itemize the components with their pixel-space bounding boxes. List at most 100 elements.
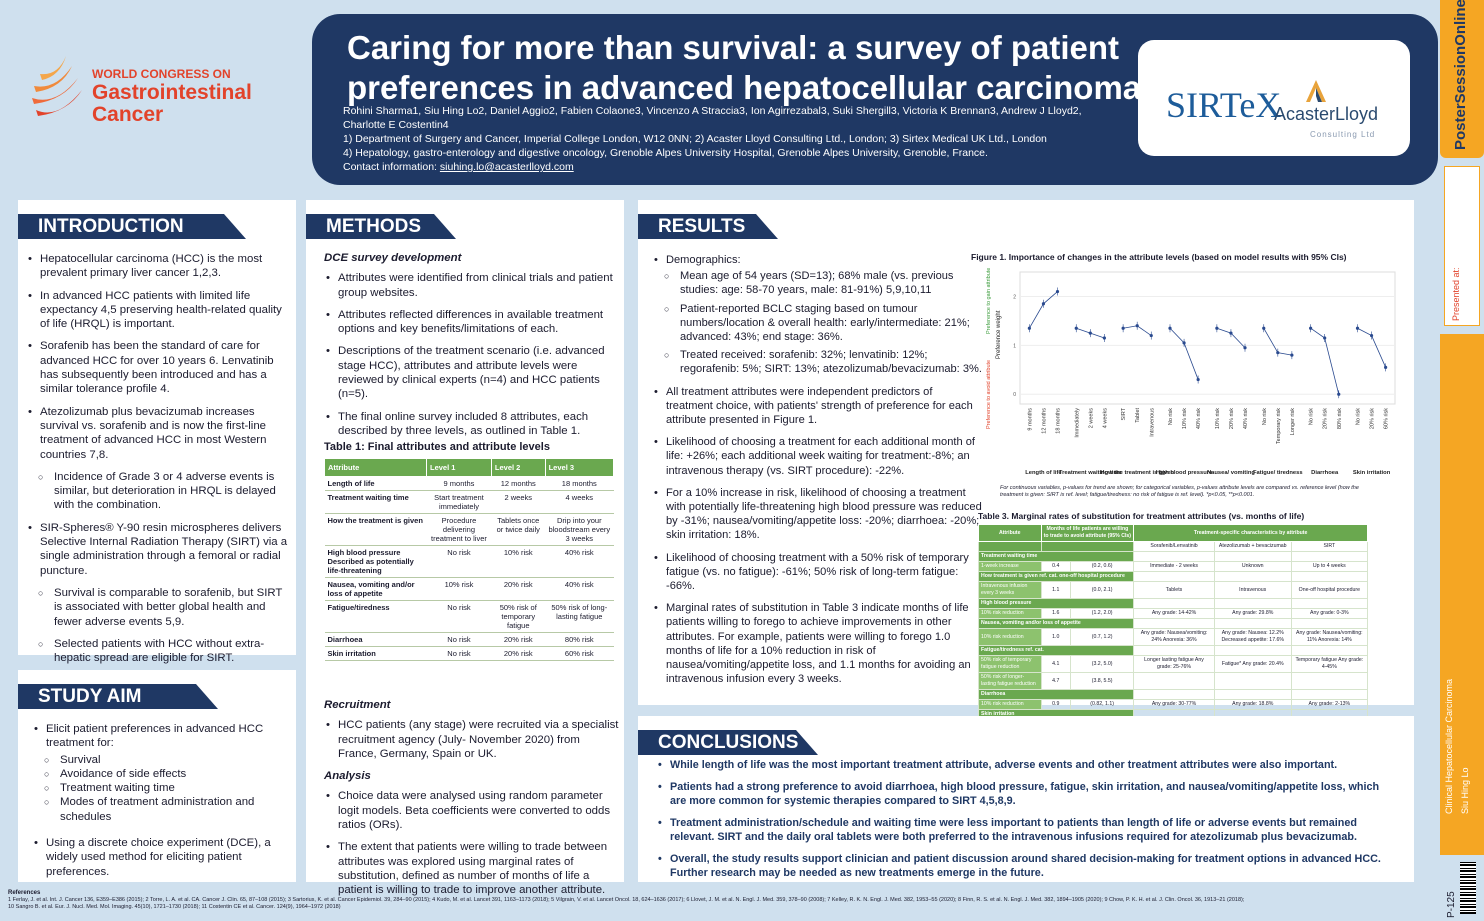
table1-cell: 40% risk xyxy=(545,577,614,601)
table3-cell xyxy=(1290,618,1369,629)
results-bullet: Marginal rates of substitution in Table … xyxy=(652,601,982,686)
conclusions-heading: CONCLUSIONS xyxy=(638,730,818,755)
table3-cell: Unknown xyxy=(1213,561,1292,572)
table3-cell xyxy=(1290,672,1369,690)
table3-cell xyxy=(1133,571,1215,582)
poster-title: Caring for more than survival: a survey … xyxy=(347,29,1142,106)
methods-heading: METHODS xyxy=(306,214,456,239)
table3-cell: High blood pressure xyxy=(977,598,1135,609)
table3-cell: SIRT xyxy=(1290,541,1369,552)
table1-cell: Start treatment immediately xyxy=(426,490,492,514)
table1-cell: 9 months xyxy=(426,476,492,491)
results-bullet: All treatment attributes were independen… xyxy=(652,385,982,428)
data-point xyxy=(1135,324,1139,328)
table1-cell: 20% risk xyxy=(491,632,546,647)
data-point xyxy=(1290,353,1294,357)
x-tick-label: 9 months xyxy=(1027,408,1033,431)
data-point xyxy=(1262,326,1266,330)
table3-cell: 10% risk reduction xyxy=(978,628,1042,646)
results-sub-bullet: Mean age of 54 years (SD=13); 68% male (… xyxy=(652,269,982,297)
table3-cell xyxy=(1133,645,1215,656)
author-block: Rohini Sharma1, Siu Hing Lo2, Daniel Agg… xyxy=(343,104,1103,174)
author-list: Rohini Sharma1, Siu Hing Lo2, Daniel Agg… xyxy=(343,105,1082,131)
attributes-table: Attribute Level 1 Level 2 Level 3 Length of… xyxy=(324,457,615,661)
postersession-badge[interactable]: PosterSessionOnline xyxy=(1440,0,1484,158)
table1-cell: 20% risk xyxy=(491,577,546,601)
table3-cell: Tablets xyxy=(1133,581,1215,599)
congress-name: Gastrointestinal Cancer xyxy=(92,81,252,126)
poster-header: Caring for more than survival: a survey … xyxy=(312,14,1438,185)
table3-cell: 0.4 xyxy=(1040,561,1072,572)
table3-cell xyxy=(1290,689,1369,700)
x-tick-label: 80% risk xyxy=(1337,408,1343,429)
intro-sub-bullet: Incidence of Grade 3 or 4 adverse events… xyxy=(26,470,290,513)
table1-row: Nausea, vomiting and/or loss of appetite… xyxy=(324,577,614,601)
table3-cell: Any grade: 0-3% xyxy=(1290,608,1369,619)
methods-subheading: Analysis xyxy=(324,770,371,783)
x-tick-label: SIRT xyxy=(1121,407,1127,420)
introduction-heading: INTRODUCTION xyxy=(18,214,246,239)
table3-cell xyxy=(1133,689,1215,700)
references-heading: References xyxy=(8,890,41,896)
group-label: Skin irritation xyxy=(1353,470,1391,476)
table3-cell xyxy=(1290,551,1369,562)
data-point xyxy=(1027,326,1031,330)
x-tick-label: Intravenous xyxy=(1149,408,1155,437)
table3-cell: Any grade: 2-13% xyxy=(1290,699,1369,710)
table3-cell xyxy=(1213,689,1292,700)
contact-line: Contact information: siuhing.lo@acasterl… xyxy=(343,160,1103,174)
x-tick-label: 20% risk xyxy=(1229,408,1235,429)
methods-bullet: Descriptions of the treatment scenario (… xyxy=(324,344,619,401)
table3-cell: 1.0 xyxy=(1040,628,1072,646)
table3-cell: One-off hospital procedure xyxy=(1290,581,1369,599)
congress-logo xyxy=(28,48,298,138)
references-text: 1 Ferlay, J. et al. Int. J. Cancer 136, … xyxy=(8,897,1245,903)
aim-bullet: Elicit patient preferences in advanced H… xyxy=(32,722,292,751)
data-point xyxy=(1309,326,1313,330)
conclusion-bullet: Overall, the study results support clini… xyxy=(656,852,1398,880)
x-tick-label: Tablet xyxy=(1135,408,1141,423)
acasterlloyd-emblem-icon xyxy=(1306,80,1326,102)
table3-cell xyxy=(1133,598,1215,609)
aim-bullet: Using a discrete choice experiment (DCE)… xyxy=(32,836,292,879)
table1-row: How the treatment is given Procedure deli… xyxy=(324,513,614,546)
data-point xyxy=(1355,326,1360,330)
data-point xyxy=(1168,326,1172,330)
y-axis-label: Preference weight xyxy=(996,310,1002,359)
table3-cell: (0.7, 1.2) xyxy=(1069,628,1135,646)
conclusion-bullet: Treatment administration/schedule and wa… xyxy=(656,816,1398,844)
results-bullet: Likelihood of choosing a treatment for e… xyxy=(652,435,982,478)
table3-cell xyxy=(1040,541,1135,552)
intro-bullet: Hepatocellular carcinoma (HCC) is the mo… xyxy=(26,252,290,281)
group-label: How the treatment is given xyxy=(1100,470,1174,476)
table3-cell: Any grade: 18.8% xyxy=(1213,699,1292,710)
table3-cell: 0.9 xyxy=(1040,699,1072,710)
table1-cell: 50% risk of temporary fatigue xyxy=(491,600,546,633)
table3-cell xyxy=(1213,598,1292,609)
table3-cell: Atezolizumab + bevacizumab xyxy=(1213,541,1292,552)
x-tick-label: 10% risk xyxy=(1215,408,1221,429)
table3-cell: (3.2, 5.0) xyxy=(1069,655,1135,673)
x-tick-label: No risk xyxy=(1168,408,1174,425)
methods-panel: METHODS DCE survey development Attribute… xyxy=(306,200,624,896)
x-tick-label: 4 weeks xyxy=(1102,408,1108,428)
x-tick-label: 40% risk xyxy=(1196,408,1202,429)
table1-cell: 50% risk of long-lasting fatigue xyxy=(545,600,614,633)
postersession-brand: PosterSessionOnline xyxy=(1452,0,1469,150)
table3-cell: (0.0, 2.1) xyxy=(1069,581,1135,599)
data-point xyxy=(1196,377,1200,382)
y-tick-label: 1 xyxy=(1013,343,1016,349)
conclusion-bullet: Patients had a strong preference to avoi… xyxy=(656,780,1398,808)
x-tick-label: Longer risk xyxy=(1290,408,1296,435)
table1-header-cell: Level 1 xyxy=(426,457,492,477)
x-tick-label: No risk xyxy=(1356,408,1362,425)
intro-sub-bullet: Selected patients with HCC without extra… xyxy=(26,637,290,666)
contact-email-link[interactable]: siuhing.lo@acasterlloyd.com xyxy=(439,161,574,173)
data-point xyxy=(1102,336,1106,340)
table1-cell: 18 months xyxy=(545,476,614,491)
table3-cell: 1.1 xyxy=(1040,581,1072,599)
table1-row: Skin irritation No risk 20% risk 60% risk xyxy=(324,646,614,661)
poster-code: P-125 xyxy=(1446,891,1457,918)
table1-cell: Fatigue/tiredness xyxy=(324,600,427,633)
aim-sub-bullet: Modes of treatment administration and sc… xyxy=(32,795,292,824)
